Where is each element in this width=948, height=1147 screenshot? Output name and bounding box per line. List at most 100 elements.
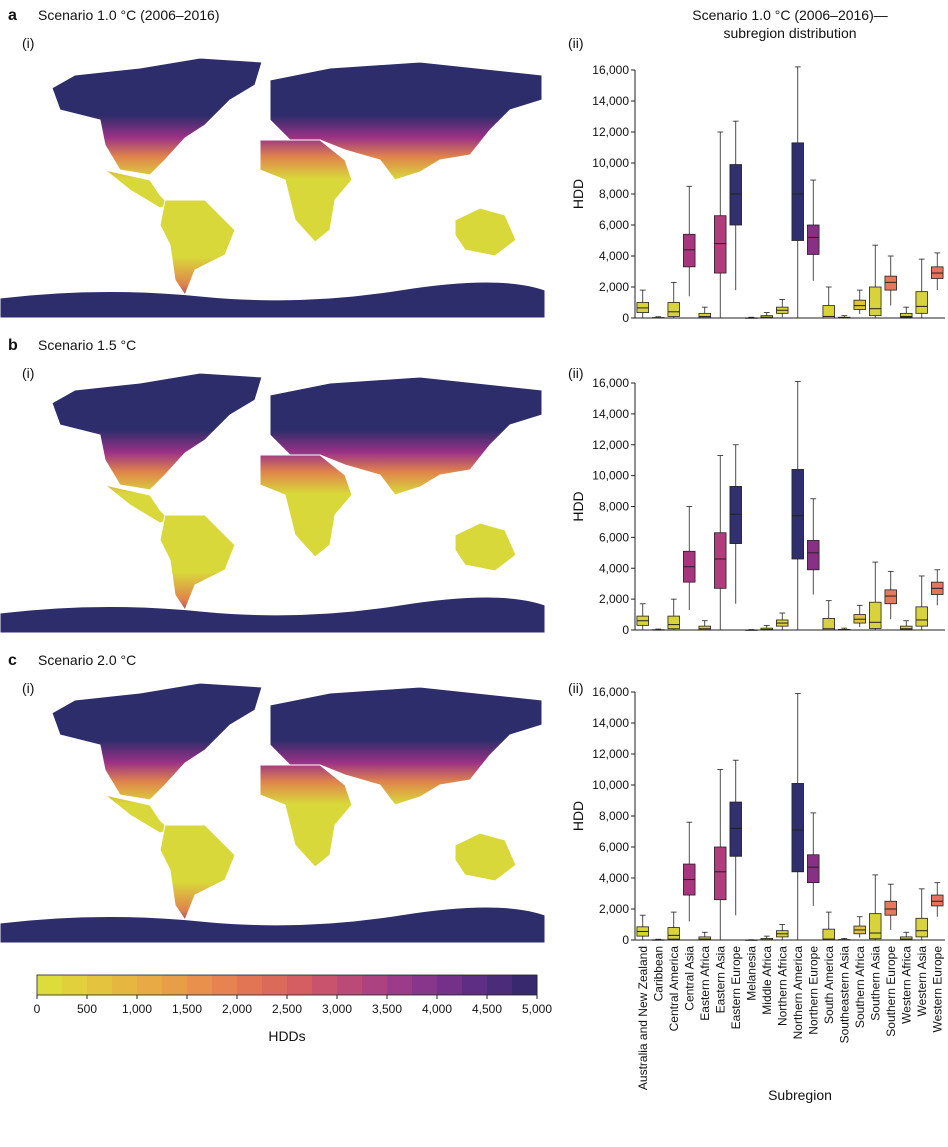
y-axis-label: HDD [570,179,586,209]
map-label: (i) [22,365,34,381]
colorbar-tick-label: 3,500 [372,1002,402,1016]
box [822,928,835,941]
x-tick-label: Southern Africa [853,946,867,1028]
x-tick-label: Western Europe [930,946,944,1033]
chart-title-line: subregion distribution [723,25,856,41]
box [729,164,742,226]
panel-title: Scenario 1.5 °C [38,337,136,353]
x-tick-label: South America [822,946,836,1024]
colorbar-step [387,975,413,995]
box [900,936,913,941]
colorbar-step [212,975,238,995]
chart-title-line: Scenario 1.0 °C (2006–2016)— [692,7,888,23]
colorbar-step [337,975,363,995]
x-tick-label: Eastern Europe [729,946,743,1030]
box [807,854,820,884]
panel-letter: a [8,7,17,24]
y-tick-label: 8,000 [599,187,629,201]
panel-letter: c [8,652,17,669]
box [931,894,944,907]
x-tick-label: Central Asia [682,946,696,1011]
y-tick-label: 2,000 [599,592,629,606]
colorbar-step [312,975,338,995]
colorbar-step [462,975,488,995]
y-tick-label: 14,000 [592,716,629,730]
y-tick-label: 4,000 [599,871,629,885]
box [791,142,804,241]
y-tick-label: 6,000 [599,840,629,854]
panel-letter: b [8,337,18,354]
box [698,625,711,631]
box [667,615,680,630]
y-tick-label: 16,000 [592,685,629,699]
y-tick-label: 0 [622,311,629,325]
colorbar-step [237,975,263,995]
box [869,913,882,940]
y-tick-label: 6,000 [599,530,629,544]
box [714,215,727,274]
box [915,606,928,627]
box [807,224,820,255]
x-tick-label: Southeastern Asia [837,946,851,1044]
y-tick-label: 12,000 [592,125,629,139]
box [791,783,804,873]
colorbar-step [262,975,288,995]
colorbar-step [87,975,113,995]
x-tick-label: Eastern Asia [713,946,727,1014]
map [0,683,545,943]
x-tick-label: Australia and New Zealand [636,946,650,1090]
y-tick-label: 2,000 [599,280,629,294]
box [915,917,928,938]
box [822,618,835,631]
x-tick-label: Northern Africa [775,946,789,1026]
box [667,927,680,940]
chart-label: (ii) [568,365,584,381]
x-tick-label: Northern America [791,946,805,1040]
colorbar-step [62,975,88,995]
chart-label: (ii) [568,35,584,51]
map-label: (i) [22,680,34,696]
box [884,900,897,916]
colorbar-tick-label: 1,500 [172,1002,202,1016]
colorbar-tick-label: 2,000 [222,1002,252,1016]
y-axis-label: HDD [570,801,586,831]
colorbar-tick-label: 500 [77,1002,97,1016]
colorbar-step [362,975,388,995]
colorbar-tick-label: 3,000 [322,1002,352,1016]
y-tick-label: 12,000 [592,438,629,452]
colorbar-step [162,975,188,995]
box [853,299,866,310]
y-tick-label: 10,000 [592,469,629,483]
colorbar-tick-label: 0 [34,1002,41,1016]
box [714,846,727,901]
y-axis-label: HDD [570,491,586,521]
colorbar-step [287,975,313,995]
y-tick-label: 10,000 [592,778,629,792]
box [667,302,680,317]
y-tick-label: 0 [622,623,629,637]
map-label: (i) [22,35,34,51]
y-tick-label: 16,000 [592,63,629,77]
box [822,305,835,319]
box [884,275,897,291]
map [0,58,545,318]
box [900,312,913,318]
box [915,291,928,314]
colorbar-tick-label: 5,000 [522,1002,552,1016]
colorbar-step [37,975,63,995]
chart-title: Scenario 1.0 °C (2006–2016)— subregion di… [692,7,888,41]
x-tick-label: Western Africa [899,946,913,1024]
box [791,469,804,560]
x-tick-label: Central America [667,946,681,1032]
colorbar-tick-label: 4,000 [422,1002,452,1016]
box [900,625,913,630]
colorbar-label: HDDs [268,1028,305,1044]
box [698,312,711,319]
y-tick-label: 14,000 [592,94,629,108]
colorbar-step [112,975,138,995]
box [683,233,696,268]
box [869,601,882,629]
x-tick-label: Southern Asia [868,946,882,1021]
y-tick-label: 16,000 [592,376,629,390]
